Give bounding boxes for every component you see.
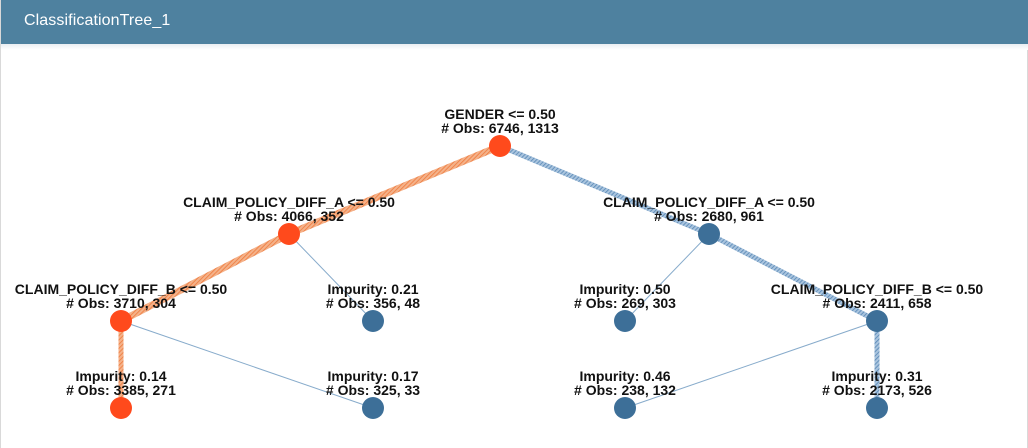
node-label-condition: Impurity: 0.31 [831, 368, 922, 384]
tree-edge-n_right-n_rl [624, 233, 710, 322]
node-label-condition: CLAIM_POLICY_DIFF_A <= 0.50 [603, 194, 815, 210]
node-label-obs: # Obs: 238, 132 [574, 382, 676, 398]
node-label-obs: # Obs: 6746, 1313 [441, 120, 559, 136]
node-label-condition: CLAIM_POLICY_DIFF_B <= 0.50 [15, 281, 228, 297]
node-label-condition: Impurity: 0.46 [579, 368, 670, 384]
tree-edge-n_ll-n_llr [120, 320, 374, 409]
node-label-condition: Impurity: 0.50 [579, 281, 670, 297]
nodes-layer [110, 135, 888, 419]
tree-edge-root-n_right [499, 143, 710, 237]
node-label-obs: # Obs: 3385, 271 [66, 382, 176, 398]
tree-edge-root-n_left [287, 142, 502, 238]
labels-layer: GENDER <= 0.50# Obs: 6746, 1313 CLAIM_POL… [15, 106, 984, 398]
tree-node-n_left[interactable] [278, 223, 300, 245]
tree-edge-n_left-n_lr [288, 233, 374, 322]
tree-node-n_ll[interactable] [110, 310, 132, 332]
node-label-condition: GENDER <= 0.50 [444, 106, 555, 122]
node-label-condition: Impurity: 0.21 [327, 281, 418, 297]
tree-node-n_right[interactable] [698, 223, 720, 245]
tree-edge-n_left-n_ll [119, 230, 291, 325]
node-label-obs: # Obs: 2173, 526 [822, 382, 932, 398]
panel-title: ClassificationTree_1 [24, 12, 171, 29]
tree-node-n_llr[interactable] [362, 397, 384, 419]
node-label-obs: # Obs: 3710, 304 [66, 295, 176, 311]
node-label-obs: # Obs: 4066, 352 [234, 208, 344, 224]
node-label-obs: # Obs: 2411, 658 [823, 295, 932, 311]
node-label-obs: # Obs: 325, 33 [326, 382, 420, 398]
node-label-condition: CLAIM_POLICY_DIFF_B <= 0.50 [771, 281, 984, 297]
tree-node-n_lr[interactable] [362, 310, 384, 332]
node-label-obs: # Obs: 356, 48 [326, 295, 420, 311]
edges-layer [118, 142, 880, 409]
tree-edge-n_right-n_rr [707, 231, 879, 324]
header-divider [1, 44, 1028, 50]
tree-node-n_rrr[interactable] [866, 397, 888, 419]
tree-edge-n_rr-n_rrl [624, 320, 878, 409]
node-label-condition: Impurity: 0.14 [75, 368, 166, 384]
tree-node-n_rr[interactable] [866, 310, 888, 332]
node-label-obs: # Obs: 269, 303 [574, 295, 676, 311]
node-label-obs: # Obs: 2680, 961 [654, 208, 764, 224]
tree-node-n_rl[interactable] [614, 310, 636, 332]
tree-node-root[interactable] [489, 135, 511, 157]
tree-node-n_lll[interactable] [110, 397, 132, 419]
node-label-condition: CLAIM_POLICY_DIFF_A <= 0.50 [183, 194, 395, 210]
panel-header: ClassificationTree_1 [1, 0, 1028, 45]
tree-node-n_rrl[interactable] [614, 397, 636, 419]
node-label-condition: Impurity: 0.17 [327, 368, 418, 384]
